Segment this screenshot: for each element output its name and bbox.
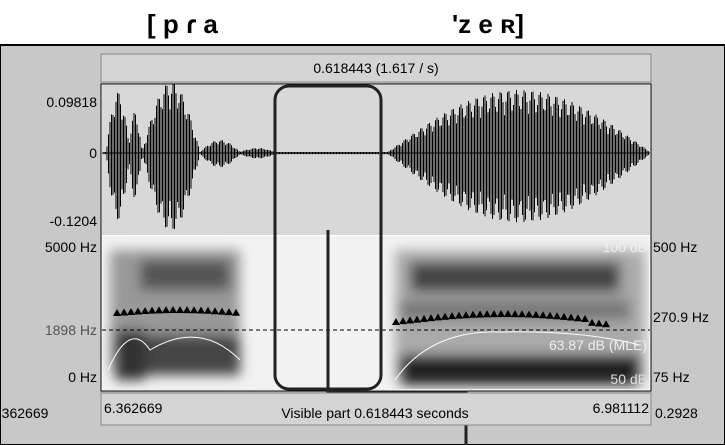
pitch-point bbox=[574, 314, 582, 322]
pitch-top-label: 500 Hz bbox=[653, 239, 697, 255]
pitch-point bbox=[581, 314, 589, 322]
visible-duration: Visible part 0.618443 seconds bbox=[281, 405, 468, 421]
visible-end: 6.981112 bbox=[593, 400, 650, 416]
pitch-point bbox=[560, 312, 568, 320]
pitch-point bbox=[546, 311, 554, 319]
pitch-point bbox=[176, 306, 184, 314]
intensity-bottom: 50 dB bbox=[610, 371, 647, 387]
spec-top-label: 5000 Hz bbox=[45, 239, 97, 255]
selection-duration: 0.618443 (1.617 / s) bbox=[313, 60, 438, 76]
pitch-point bbox=[169, 306, 177, 314]
pitch-bottom-label: 75 Hz bbox=[653, 369, 690, 385]
pitch-point bbox=[497, 310, 505, 318]
pitch-point bbox=[441, 312, 449, 320]
pitch-point bbox=[148, 306, 156, 314]
wave-top-label: 0.09818 bbox=[46, 94, 97, 110]
pitch-point bbox=[490, 310, 498, 318]
header-strip bbox=[0, 0, 725, 45]
selection-bar[interactable] bbox=[100, 53, 652, 83]
pitch-point bbox=[197, 306, 205, 314]
window-end: 0.2928 bbox=[655, 405, 698, 421]
pitch-point bbox=[134, 307, 142, 315]
pitch-point bbox=[511, 310, 519, 318]
pitch-point bbox=[539, 311, 547, 319]
pitch-point bbox=[420, 314, 428, 322]
pitch-point bbox=[406, 316, 414, 324]
spectrogram bbox=[110, 250, 645, 385]
pitch-point bbox=[518, 310, 526, 318]
pitch-point bbox=[595, 319, 603, 327]
pitch-point bbox=[476, 310, 484, 318]
pitch-point bbox=[127, 307, 135, 315]
waveform-path bbox=[103, 83, 649, 229]
pitch-point bbox=[162, 306, 170, 314]
pitch-point bbox=[532, 310, 540, 318]
pitch-cursor-label: 270.9 Hz bbox=[653, 309, 709, 325]
pitch-point bbox=[462, 311, 470, 319]
pitch-point bbox=[469, 310, 477, 318]
wave-bottom-label: -0.1204 bbox=[50, 213, 98, 229]
transcription-left: [ p ɾ a bbox=[147, 9, 218, 39]
pitch-point bbox=[427, 314, 435, 322]
pitch-point bbox=[225, 308, 233, 316]
spec-cursor-label: 1898 Hz bbox=[45, 322, 97, 338]
spec-bottom-label: 0 Hz bbox=[68, 369, 97, 385]
pitch-point bbox=[483, 310, 491, 318]
window-start: 6.362669 bbox=[0, 405, 49, 421]
pitch-point bbox=[218, 307, 226, 315]
formant-track bbox=[394, 331, 641, 381]
pitch-point bbox=[204, 306, 212, 314]
pitch-point bbox=[448, 312, 456, 320]
pitch-point bbox=[504, 310, 512, 318]
pitch-point bbox=[413, 315, 421, 323]
pitch-point bbox=[113, 309, 121, 316]
pitch-point bbox=[602, 320, 610, 328]
pitch-point bbox=[567, 313, 575, 321]
pitch-point bbox=[588, 318, 596, 326]
pitch-point bbox=[141, 307, 149, 315]
visible-bar[interactable] bbox=[100, 392, 652, 426]
intensity-cursor: 63.87 dB (MLE) bbox=[549, 337, 647, 353]
pitch-point bbox=[190, 306, 198, 314]
pitch-point bbox=[211, 307, 219, 315]
transcription-right: 'z e ʀ] bbox=[452, 9, 524, 39]
pitch-point bbox=[434, 313, 442, 321]
pitch-track bbox=[113, 306, 610, 328]
wave-zero-label: 0 bbox=[89, 145, 97, 161]
pitch-point bbox=[392, 318, 400, 325]
waveform bbox=[103, 83, 649, 229]
pitch-point bbox=[399, 317, 407, 325]
pitch-point bbox=[525, 310, 533, 318]
visible-start: 6.362669 bbox=[104, 400, 163, 416]
pitch-point bbox=[455, 311, 463, 319]
pitch-point bbox=[120, 308, 128, 316]
formant-track bbox=[107, 336, 241, 371]
pitch-point bbox=[155, 306, 163, 314]
pitch-point bbox=[553, 312, 561, 320]
pitch-point bbox=[232, 308, 240, 316]
intensity-top: 100 dB bbox=[603, 239, 647, 255]
pitch-point bbox=[183, 306, 191, 314]
